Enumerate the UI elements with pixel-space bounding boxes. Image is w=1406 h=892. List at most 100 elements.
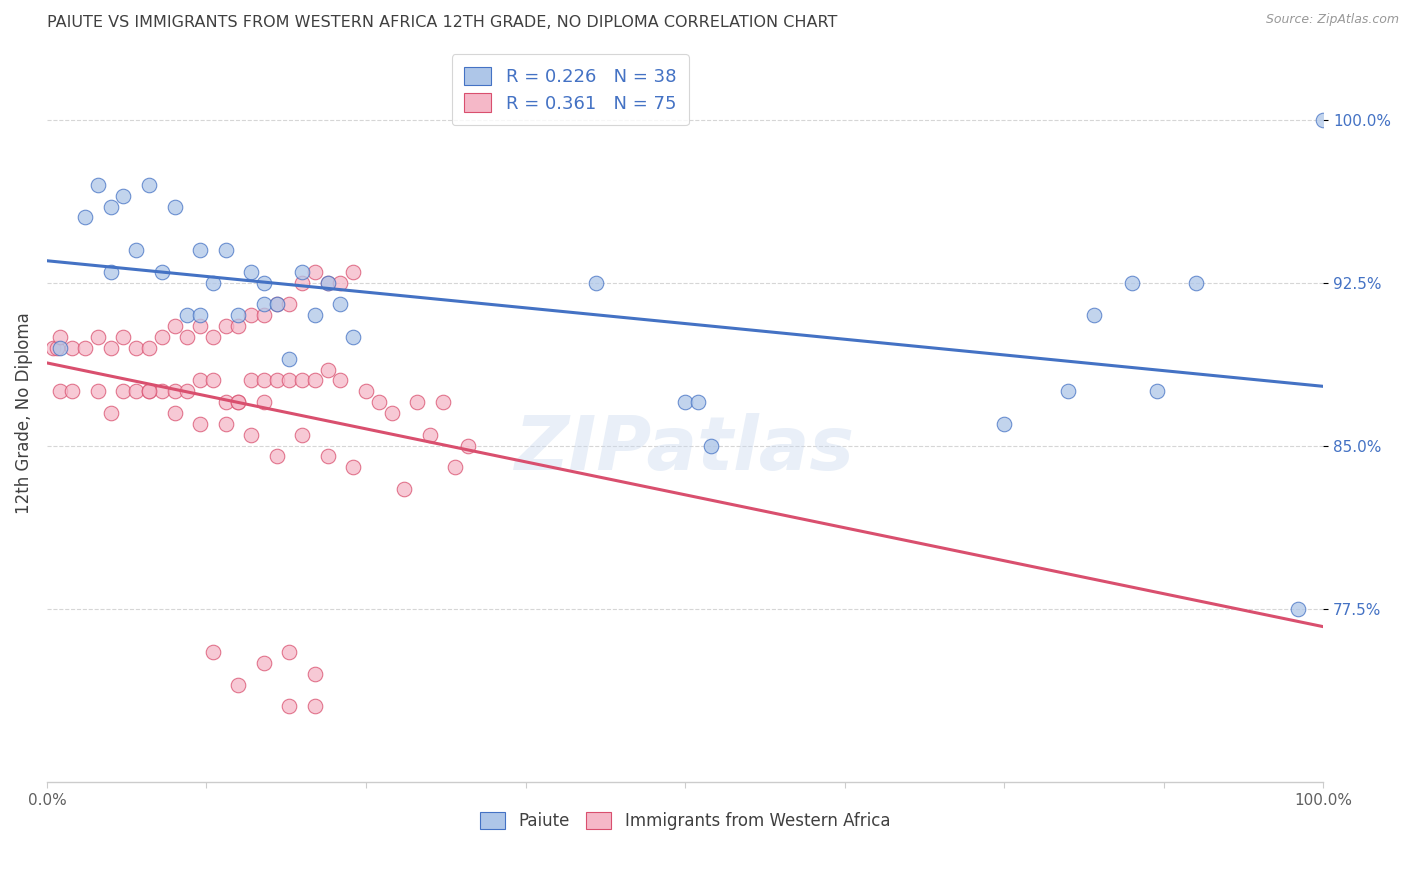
Point (214, 395, 236, 409)
Point (201, 373, 224, 387)
Point (48, 341, 70, 355)
Point (75, 211, 97, 225)
Legend: Paiute, Immigrants from Western Africa: Paiute, Immigrants from Western Africa (474, 805, 897, 837)
Point (329, 373, 352, 387)
Point (48, 384, 70, 399)
Point (75, 341, 97, 355)
Point (394, 482, 416, 496)
Point (228, 308, 250, 322)
Point (266, 450, 288, 464)
Point (240, 308, 263, 322)
Point (253, 395, 276, 409)
Point (380, 406, 402, 420)
Point (138, 178, 160, 192)
Point (1083, 308, 1105, 322)
Point (342, 460, 364, 475)
Point (1184, 276, 1206, 290)
Point (138, 384, 160, 399)
Point (87, 330, 110, 344)
Point (188, 243, 211, 257)
Point (316, 450, 339, 464)
Point (214, 417, 236, 431)
Point (291, 373, 314, 387)
Point (316, 362, 339, 376)
Point (188, 308, 211, 322)
Point (100, 341, 122, 355)
Point (138, 384, 160, 399)
Point (253, 276, 276, 290)
Point (201, 645, 224, 659)
Point (329, 276, 352, 290)
Point (253, 373, 276, 387)
Point (240, 427, 263, 442)
Point (228, 395, 250, 409)
Point (125, 341, 148, 355)
Point (291, 276, 314, 290)
Point (1312, 112, 1334, 127)
Point (176, 384, 198, 399)
Point (228, 395, 250, 409)
Point (48, 330, 70, 344)
Point (342, 265, 364, 279)
Point (201, 276, 224, 290)
Point (304, 373, 326, 387)
Point (112, 188, 135, 202)
Point (112, 330, 135, 344)
Point (419, 427, 441, 442)
Point (266, 297, 288, 311)
Point (278, 297, 301, 311)
Point (188, 417, 211, 431)
Point (699, 439, 721, 453)
Point (316, 276, 339, 290)
Point (112, 384, 135, 399)
Point (100, 265, 122, 279)
Point (342, 330, 364, 344)
Point (253, 297, 276, 311)
Point (150, 330, 173, 344)
Point (100, 200, 122, 214)
Point (188, 373, 211, 387)
Point (253, 656, 276, 670)
Point (253, 308, 276, 322)
Point (673, 395, 696, 409)
Point (163, 384, 186, 399)
Point (354, 384, 377, 399)
Point (1121, 276, 1143, 290)
Point (266, 373, 288, 387)
Point (176, 308, 198, 322)
Point (329, 297, 352, 311)
Point (62, 341, 84, 355)
Point (100, 406, 122, 420)
Point (1146, 384, 1168, 399)
Text: Source: ZipAtlas.com: Source: ZipAtlas.com (1265, 13, 1399, 27)
Point (163, 319, 186, 334)
Point (214, 243, 236, 257)
Point (278, 373, 301, 387)
Point (432, 395, 454, 409)
Point (46, 341, 69, 355)
Point (138, 341, 160, 355)
Point (240, 373, 263, 387)
Point (278, 645, 301, 659)
Point (406, 395, 429, 409)
Point (367, 395, 389, 409)
Point (201, 330, 224, 344)
Point (1057, 384, 1080, 399)
Point (278, 351, 301, 366)
Point (125, 243, 148, 257)
Point (228, 677, 250, 691)
Point (150, 265, 173, 279)
Point (163, 406, 186, 420)
Point (150, 384, 173, 399)
Point (87, 178, 110, 192)
Point (1286, 601, 1309, 615)
Point (304, 265, 326, 279)
Y-axis label: 12th Grade, No Diploma: 12th Grade, No Diploma (15, 312, 32, 514)
Point (585, 276, 607, 290)
Point (42, 341, 65, 355)
Point (228, 319, 250, 334)
Point (266, 297, 288, 311)
Point (304, 308, 326, 322)
Point (125, 384, 148, 399)
Point (62, 384, 84, 399)
